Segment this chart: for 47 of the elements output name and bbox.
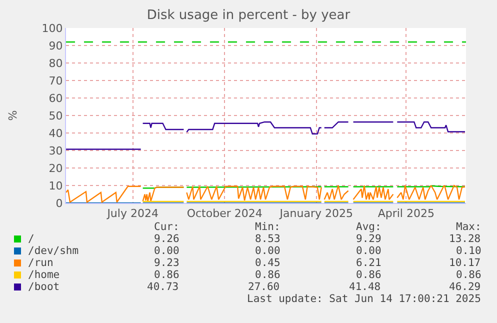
text: 27.60 — [248, 281, 280, 293]
text: Max: — [456, 221, 482, 233]
legend-label: / — [28, 233, 34, 245]
text: Last update: Sat Jun 14 17:00:21 2025 — [247, 293, 481, 305]
y-tick-label: 10 — [48, 179, 63, 192]
text: 41.48 — [349, 281, 381, 293]
y-tick-label: 80 — [48, 56, 63, 70]
y-tick-label: 20 — [48, 162, 63, 175]
text: 0.45 — [255, 257, 280, 269]
text: 0.86 — [456, 269, 482, 281]
y-tick-label: 0 — [56, 196, 63, 210]
text: 9.29 — [356, 233, 382, 245]
text: 0.86 — [255, 269, 280, 281]
y-tick-label: 70 — [48, 74, 63, 88]
chart-title: Disk usage in percent - by year — [146, 8, 351, 24]
legend-label: /run — [28, 257, 54, 269]
text: 0.10 — [456, 245, 482, 257]
text: Cur: — [154, 221, 180, 233]
text: 0.00 — [154, 245, 180, 257]
text: 6.21 — [356, 257, 382, 269]
y-tick-label: 90 — [48, 39, 63, 52]
y-tick-label: 60 — [48, 92, 63, 105]
text: 0.86 — [154, 269, 180, 281]
text: Avg: — [356, 221, 382, 233]
y-tick-label: 40 — [48, 126, 63, 140]
text: 9.26 — [154, 233, 180, 245]
y-tick-label: 50 — [48, 109, 63, 122]
legend-label: /dev/shm — [28, 245, 79, 257]
y-tick-label: 100 — [42, 22, 63, 35]
y-axis-title: % — [6, 110, 20, 121]
x-tick-label: October 2024 — [186, 207, 262, 220]
text: 0.00 — [255, 245, 280, 257]
text: 40.73 — [147, 281, 179, 293]
text: 0.00 — [356, 245, 382, 257]
x-tick-label: July 2024 — [106, 207, 158, 220]
text: 10.17 — [449, 257, 481, 269]
x-tick-label: January 2025 — [278, 207, 353, 220]
text: 13.28 — [449, 233, 481, 245]
x-tick-label: April 2025 — [378, 207, 434, 220]
y-tick-label: 30 — [48, 144, 63, 158]
text: 8.53 — [255, 233, 280, 245]
text: 0.86 — [356, 269, 382, 281]
text: 9.23 — [154, 257, 180, 269]
text: Min: — [255, 221, 280, 233]
text: 46.29 — [449, 281, 481, 293]
legend-label: /home — [28, 269, 60, 281]
legend-label: /boot — [28, 281, 60, 293]
